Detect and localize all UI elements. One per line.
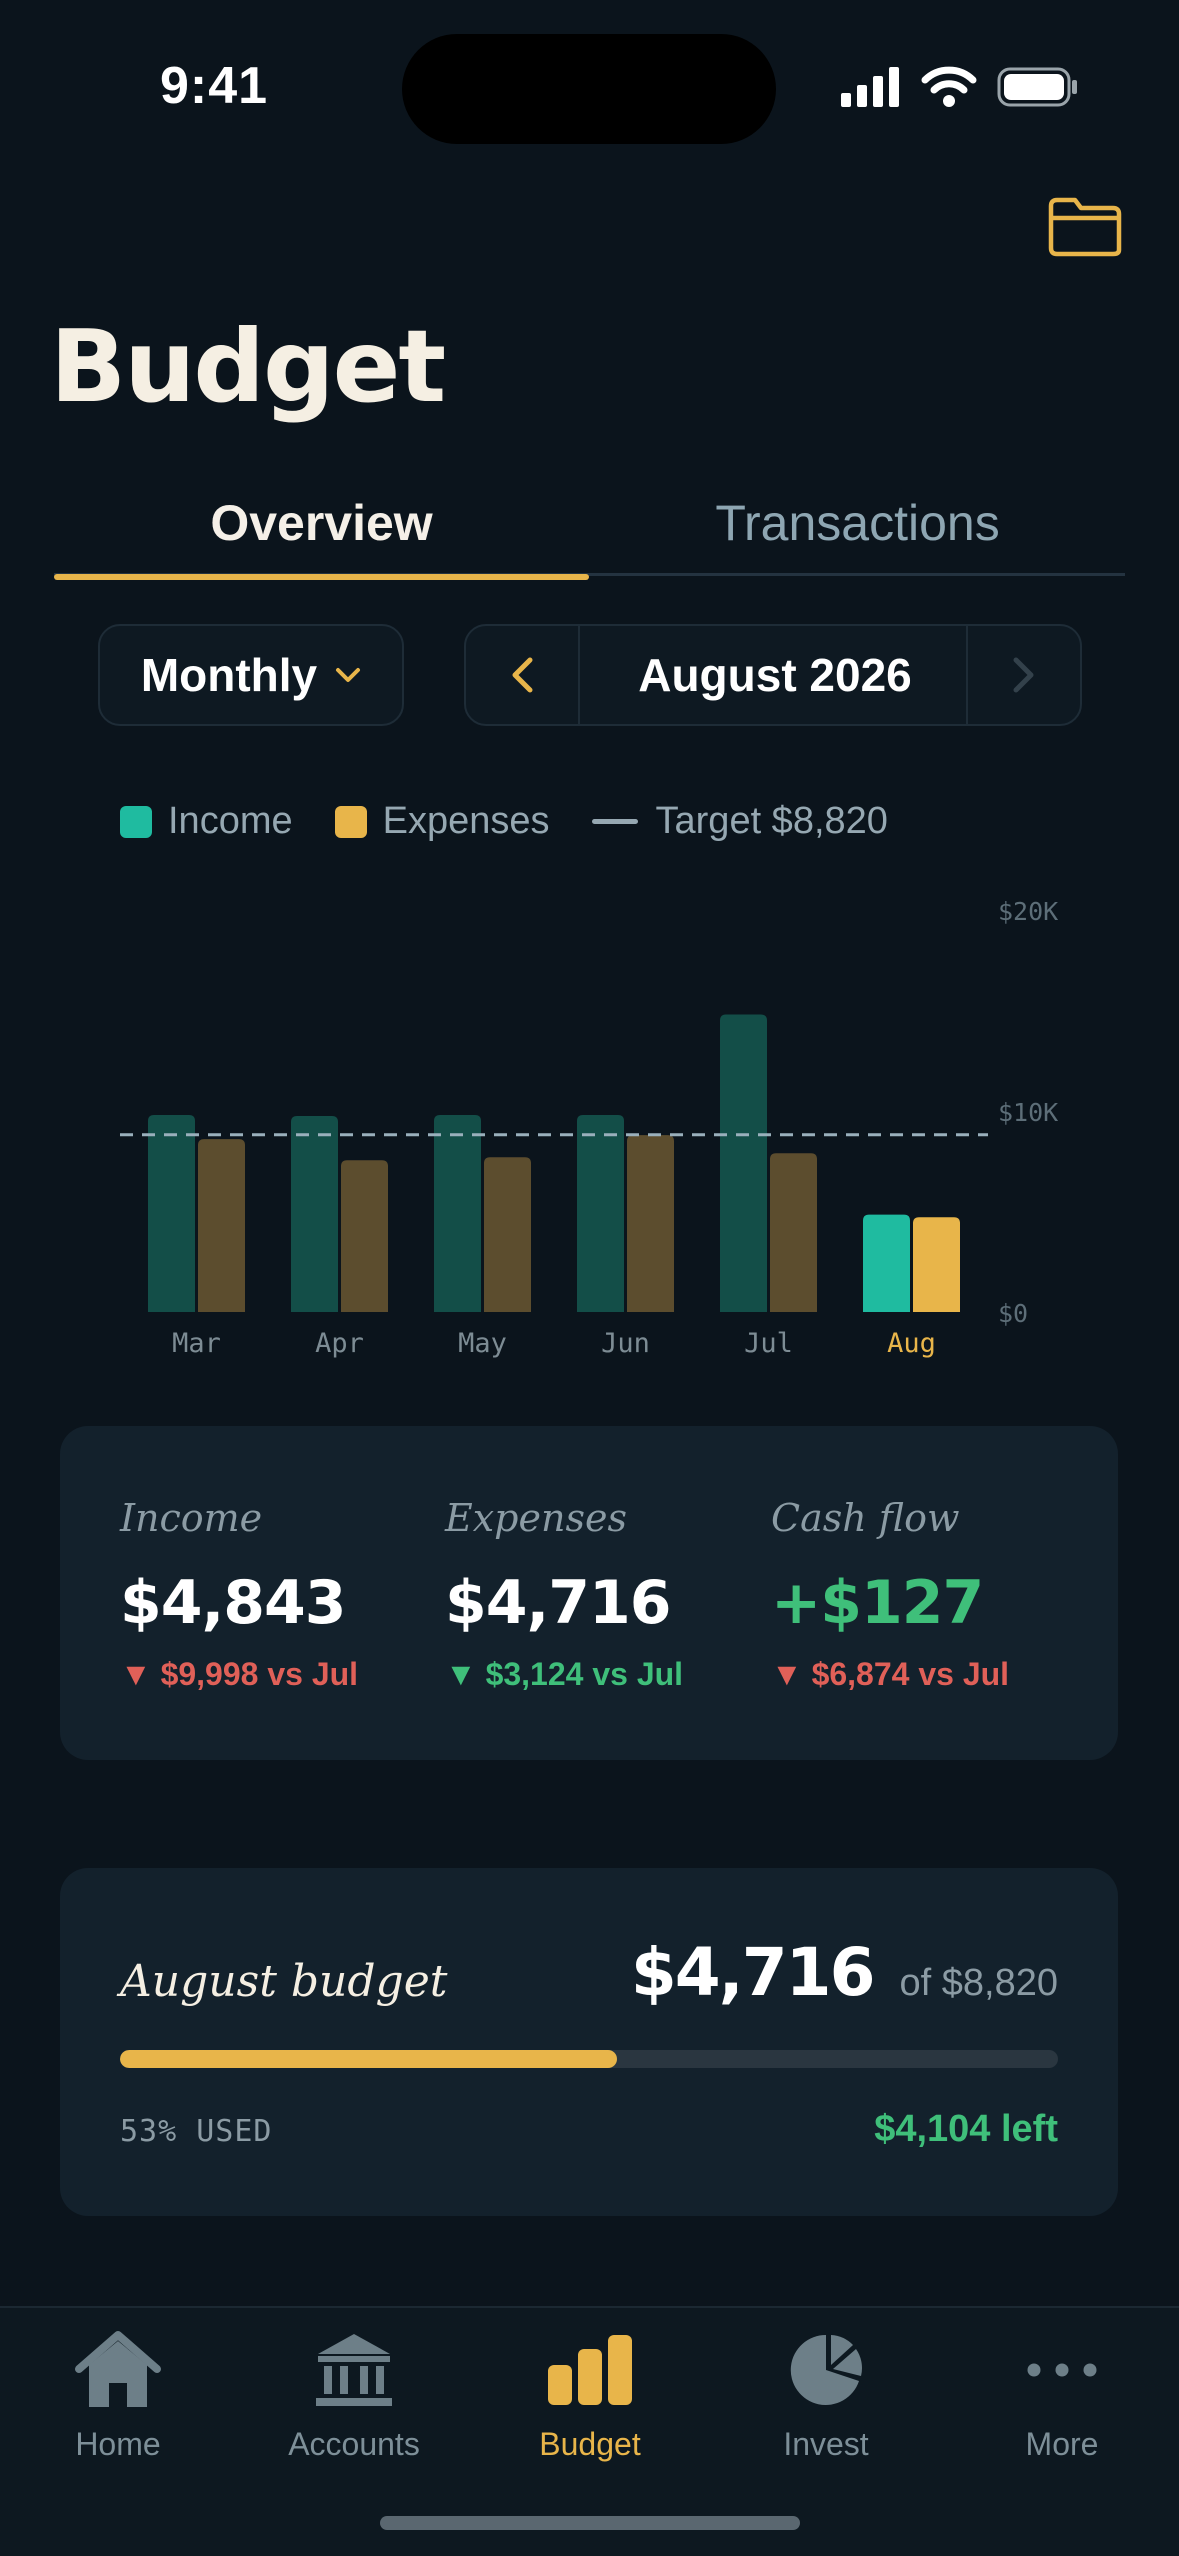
nav-more[interactable]: More [944,2328,1179,2463]
expenses-bar [770,1153,817,1312]
income-bar [577,1115,624,1312]
legend-expenses-label: Expenses [382,800,550,842]
period-dropdown[interactable]: Monthly [98,624,404,726]
x-tick-label: Jul [744,1328,793,1359]
next-month-button[interactable] [966,626,1080,724]
chevron-down-icon [336,668,361,682]
legend-income: Income [120,800,293,843]
expenses-bar [198,1139,245,1312]
x-tick-label: May [458,1328,507,1359]
nav-budget-label: Budget [539,2426,641,2462]
bottom-tab-bar: Home Accounts Budget [0,2306,1179,2556]
home-indicator [380,2516,800,2530]
x-tick-label: Aug [887,1328,936,1359]
nav-invest[interactable]: Invest [708,2328,944,2463]
cashflow-stat-label: Cash flow [771,1496,960,1540]
income-bar [863,1214,910,1312]
income-bar [434,1115,481,1312]
income-bar [291,1116,338,1312]
expenses-stat-delta: ▼ $3,124 vs Jul [445,1656,684,1692]
cashflow-delta-text: $6,874 vs Jul [811,1656,1010,1692]
folder-icon[interactable] [1047,196,1123,258]
more-icon [1017,2328,1107,2412]
budget-title: August budget [120,1956,448,2007]
tab-overview[interactable]: Overview [54,470,589,580]
nav-invest-label: Invest [783,2426,869,2462]
expenses-delta-text: $3,124 vs Jul [485,1656,684,1692]
previous-month-button[interactable] [466,626,580,724]
wifi-icon [921,66,977,107]
budget-progress-bar [120,2050,1058,2068]
chevron-left-icon [512,657,533,693]
expenses-bar [341,1160,388,1312]
battery-icon [997,67,1077,107]
cashflow-stat-delta: ▼ $6,874 vs Jul [771,1656,1010,1692]
legend-target-label: Target $8,820 [655,800,888,842]
target-line-swatch [591,819,638,824]
bank-icon [309,2328,399,2412]
y-tick-label: $0 [998,1299,1028,1328]
budget-spent: $4,716 [630,1934,876,2011]
x-tick-label: Apr [315,1328,364,1359]
nav-home[interactable]: Home [0,2328,236,2463]
budget-progress-fill [120,2050,618,2068]
legend-income-label: Income [168,800,293,842]
income-stat-label: Income [120,1496,263,1540]
income-bar [148,1115,195,1312]
income-stat: Income $4,843 ▼ $9,998 vs Jul [120,1496,358,1693]
dynamic-island [402,34,776,144]
signal-icon [841,67,899,107]
tab-transactions[interactable]: Transactions [715,495,1000,551]
budget-used-label: 53% USED [120,2114,273,2149]
expenses-stat-value: $4,716 [445,1568,672,1638]
segmented-tabs: Overview Transactions [54,470,1125,580]
summary-card: Income $4,843 ▼ $9,998 vs Jul Expenses $… [60,1426,1118,1760]
budget-left-label: $4,104 left [874,2108,1058,2150]
income-stat-value: $4,843 [120,1568,347,1638]
page-title: Budget [50,308,446,425]
nav-more-label: More [1025,2426,1099,2462]
nav-accounts-label: Accounts [288,2426,420,2462]
chevron-right-icon [1013,657,1034,693]
expenses-bar [627,1135,674,1312]
chart-legend: Income Expenses Target $8,820 [120,800,930,843]
month-navigator: August 2026 [464,624,1082,726]
budget-amounts: $4,716 of $8,820 [631,1934,1058,2011]
nav-budget[interactable]: Budget [472,2328,708,2463]
income-delta-text: $9,998 vs Jul [160,1656,359,1692]
current-month-label: August 2026 [638,649,912,701]
expenses-stat-label: Expenses [445,1496,627,1540]
y-tick-label: $10K [998,1098,1058,1127]
cashflow-stat: Cash flow +$127 ▼ $6,874 vs Jul [771,1496,1009,1693]
legend-expenses: Expenses [334,800,550,843]
income-swatch [120,805,152,838]
budget-card[interactable]: August budget $4,716 of $8,820 53% USED … [60,1868,1118,2216]
home-icon [73,2328,163,2412]
cashflow-stat-value: +$127 [771,1568,984,1638]
nav-accounts[interactable]: Accounts [236,2328,472,2463]
expenses-bar [484,1157,531,1312]
expenses-swatch [334,805,367,838]
pie-chart-icon [781,2328,871,2412]
bar-chart-icon [545,2328,635,2412]
income-stat-delta: ▼ $9,998 vs Jul [120,1656,359,1692]
nav-home-label: Home [75,2426,161,2462]
budget-total: of $8,820 [899,1962,1058,2004]
income-bar [720,1014,767,1312]
income-expenses-chart: $0 $10K $20K Mar Apr May Jun Jul Aug [120,897,1058,1359]
expenses-bar [913,1217,960,1312]
expenses-stat: Expenses $4,716 ▼ $3,124 vs Jul [445,1496,683,1693]
legend-target: Target $8,820 [591,800,888,843]
x-tick-label: Jun [601,1328,650,1359]
period-label: Monthly [140,649,318,701]
y-tick-label: $20K [998,897,1058,926]
status-icons [841,66,1079,108]
x-tick-label: Mar [172,1328,221,1359]
status-time: 9:41 [160,57,269,115]
